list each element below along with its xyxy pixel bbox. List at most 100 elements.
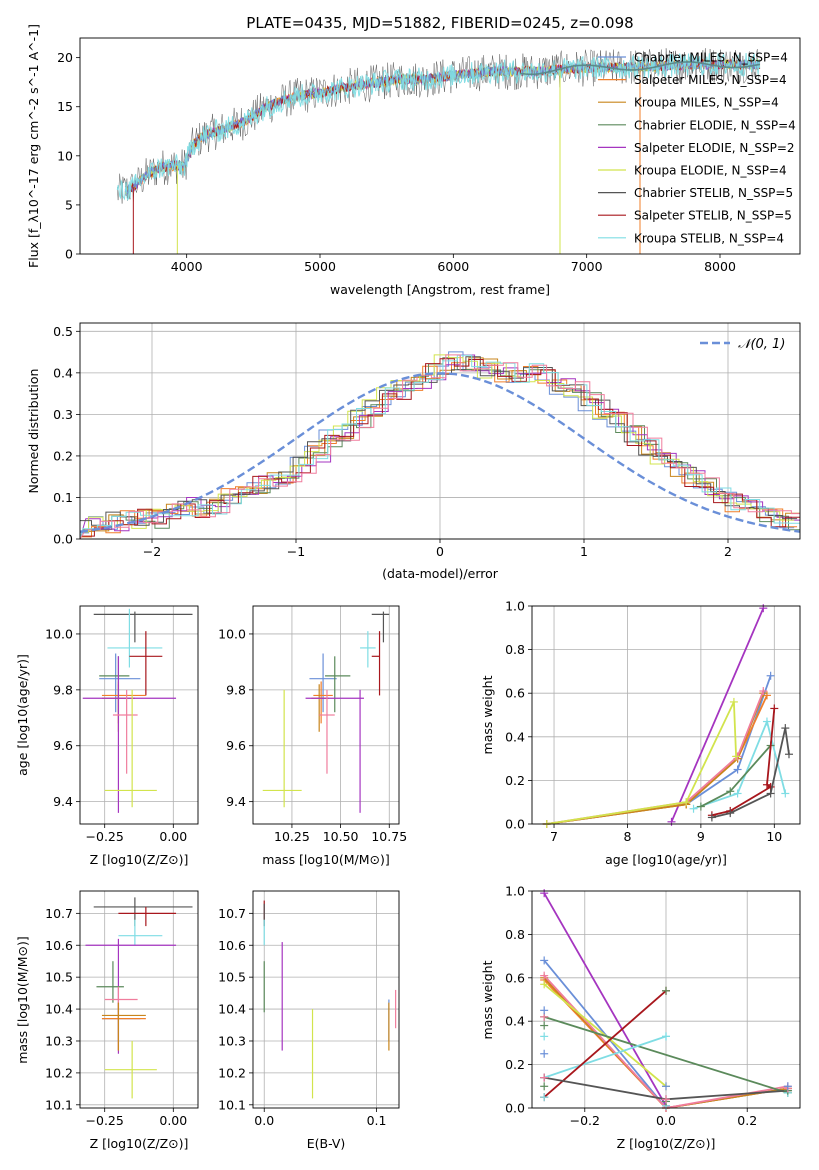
legend-label: Kroupa ELODIE, N_SSP=4 [634, 164, 787, 178]
axes-frame [79, 37, 801, 255]
y-tick-label: 10.5 [218, 970, 246, 985]
y-tick-label: 9.8 [226, 682, 246, 697]
x-tick-label: −0.2 [570, 1113, 600, 1128]
legend-label: Salpeter MILES, N_SSP=4 [634, 73, 787, 87]
errorbars [263, 900, 397, 1099]
y-tick-label: 10.2 [218, 1065, 246, 1080]
errorbars [82, 608, 193, 813]
y-tick-label: 0.0 [53, 532, 73, 547]
weight-series [670, 607, 765, 823]
histogram-series [80, 357, 800, 539]
x-tick-label: 0.1 [367, 1113, 387, 1128]
axes-frame [252, 605, 400, 825]
legend-label: Kroupa STELIB, N_SSP=4 [634, 231, 784, 245]
x-tick-label: 8 [623, 829, 631, 844]
y-tick-label: 10.2 [45, 1065, 73, 1080]
y-tick-label: 9.8 [53, 682, 73, 697]
axes-frame [531, 890, 801, 1109]
weight-series [546, 701, 737, 825]
y-tick-label: 10.0 [45, 626, 73, 641]
y-axis-label: Normed distribution [26, 369, 41, 494]
axes-frame [252, 890, 400, 1109]
spectrum-smooth [519, 61, 761, 76]
y-tick-label: 0.5 [53, 324, 73, 339]
x-tick-label: −0.25 [86, 829, 124, 844]
x-tick-label: 9 [697, 829, 705, 844]
x-tick-label: 7 [550, 829, 558, 844]
y-tick-label: 9.6 [226, 738, 246, 753]
histogram-series [80, 362, 798, 539]
x-axis-label: E(B-V) [307, 1136, 346, 1151]
y-tick-label: 10.7 [45, 906, 73, 921]
x-tick-label: 0.2 [737, 1113, 757, 1128]
x-tick-label: 4000 [171, 259, 203, 274]
weight-series [693, 718, 787, 810]
x-tick-label: 0.0 [656, 1113, 676, 1128]
x-tick-label: 6000 [437, 259, 469, 274]
y-tick-label: 10 [57, 148, 73, 163]
histogram-series [80, 354, 800, 539]
y-axis-label: mass weight [480, 675, 495, 754]
y-tick-label: 1.0 [505, 599, 525, 614]
spectrum-lines [116, 48, 761, 254]
y-axis-label: mass weight [480, 960, 495, 1039]
z_weight-panel: −0.2 0.0 0.2 0.0 0.2 0.4 0.6 0.8 1.0 Z [log10(Z/Z… [480, 884, 801, 1151]
x-tick-label: 10.25 [274, 829, 310, 844]
y-tick-label: 0.4 [505, 729, 525, 744]
axes-frame [79, 605, 199, 825]
axes-frame [531, 605, 801, 825]
legend-label: 𝒩(0, 1) [738, 337, 785, 352]
spectrum-panel: PLATE=0435, MJD=51882, FIBERID=0245, z=0… [26, 14, 801, 297]
y-tick-label: 10.4 [45, 1002, 73, 1017]
y-tick-label: 1.0 [505, 884, 525, 899]
histograms [80, 351, 800, 539]
x-tick-label: 2 [724, 544, 732, 559]
y-tick-label: 0.2 [505, 773, 525, 788]
y-tick-label: 15 [57, 99, 73, 114]
chart-title: PLATE=0435, MJD=51882, FIBERID=0245, z=0… [246, 14, 633, 32]
y-tick-label: 10.5 [45, 970, 73, 985]
x-axis-label: (data-model)/error [382, 566, 499, 581]
residuals-panel: −2 −1 0 1 2 0.0 0.1 0.2 0.3 0.4 0.5 (data-model)/er… [26, 322, 801, 581]
x-axis-label: mass [log10(M/M⊙)] [262, 852, 390, 867]
weight-series [543, 990, 667, 1098]
ebv_mass-panel: 0.0 0.1 10.1 10.2 10.3 10.4 10.5 10.6 10.7 E(B-V) [218, 890, 400, 1151]
x-tick-label: 1 [580, 544, 588, 559]
y-tick-label: 0.2 [53, 448, 73, 463]
y-tick-label: 0.0 [505, 817, 525, 832]
axes-frame [79, 890, 199, 1109]
x-tick-label: −1 [287, 544, 305, 559]
weight-lines [542, 604, 793, 828]
legend-label: Kroupa MILES, N_SSP=4 [634, 96, 779, 110]
age_weight-panel: 7 8 9 10 0.0 0.2 0.4 0.6 0.8 1.0 age [log10(age/yr… [480, 599, 801, 867]
spectrum-line [124, 58, 761, 195]
x-tick-label: 5000 [304, 259, 336, 274]
x-axis-label: Z [log10(Z/Z⊙)] [90, 852, 189, 867]
y-tick-label: 0.4 [53, 365, 73, 380]
y-tick-label: 9.4 [53, 794, 73, 809]
y-tick-label: 0.4 [505, 1014, 525, 1029]
y-axis-label: age [log10(age/yr)] [15, 654, 30, 776]
x-tick-label: 10 [766, 829, 782, 844]
x-tick-label: −0.25 [86, 1113, 124, 1128]
legend-label: Chabrier ELODIE, N_SSP=4 [634, 118, 796, 132]
y-tick-label: 20 [57, 50, 73, 65]
y-tick-label: 0.1 [53, 490, 73, 505]
errorbars [262, 611, 390, 813]
y-tick-label: 10.4 [218, 1002, 246, 1017]
y-tick-label: 9.6 [53, 738, 73, 753]
x-tick-label: 7000 [571, 259, 603, 274]
histogram-series [80, 358, 800, 539]
spectrum-line [116, 52, 761, 201]
y-tick-label: 0.2 [505, 1057, 525, 1072]
weight-series [543, 1016, 789, 1094]
errorbars [85, 897, 193, 1099]
y-axis-label: Flux [f_λ10^-17 erg cm^-2 s^-1 A^-1] [26, 24, 41, 268]
legend: Chabrier MILES, N_SSP=4 Salpeter MILES, N… [598, 51, 796, 245]
x-tick-label: 10.50 [323, 829, 359, 844]
y-tick-label: 10.1 [45, 1097, 73, 1112]
y-axis-label: mass [log10(M/M⊙)] [15, 936, 30, 1064]
y-tick-label: 0.3 [53, 407, 73, 422]
x-axis-label: Z [log10(Z/Z⊙)] [617, 1136, 716, 1151]
